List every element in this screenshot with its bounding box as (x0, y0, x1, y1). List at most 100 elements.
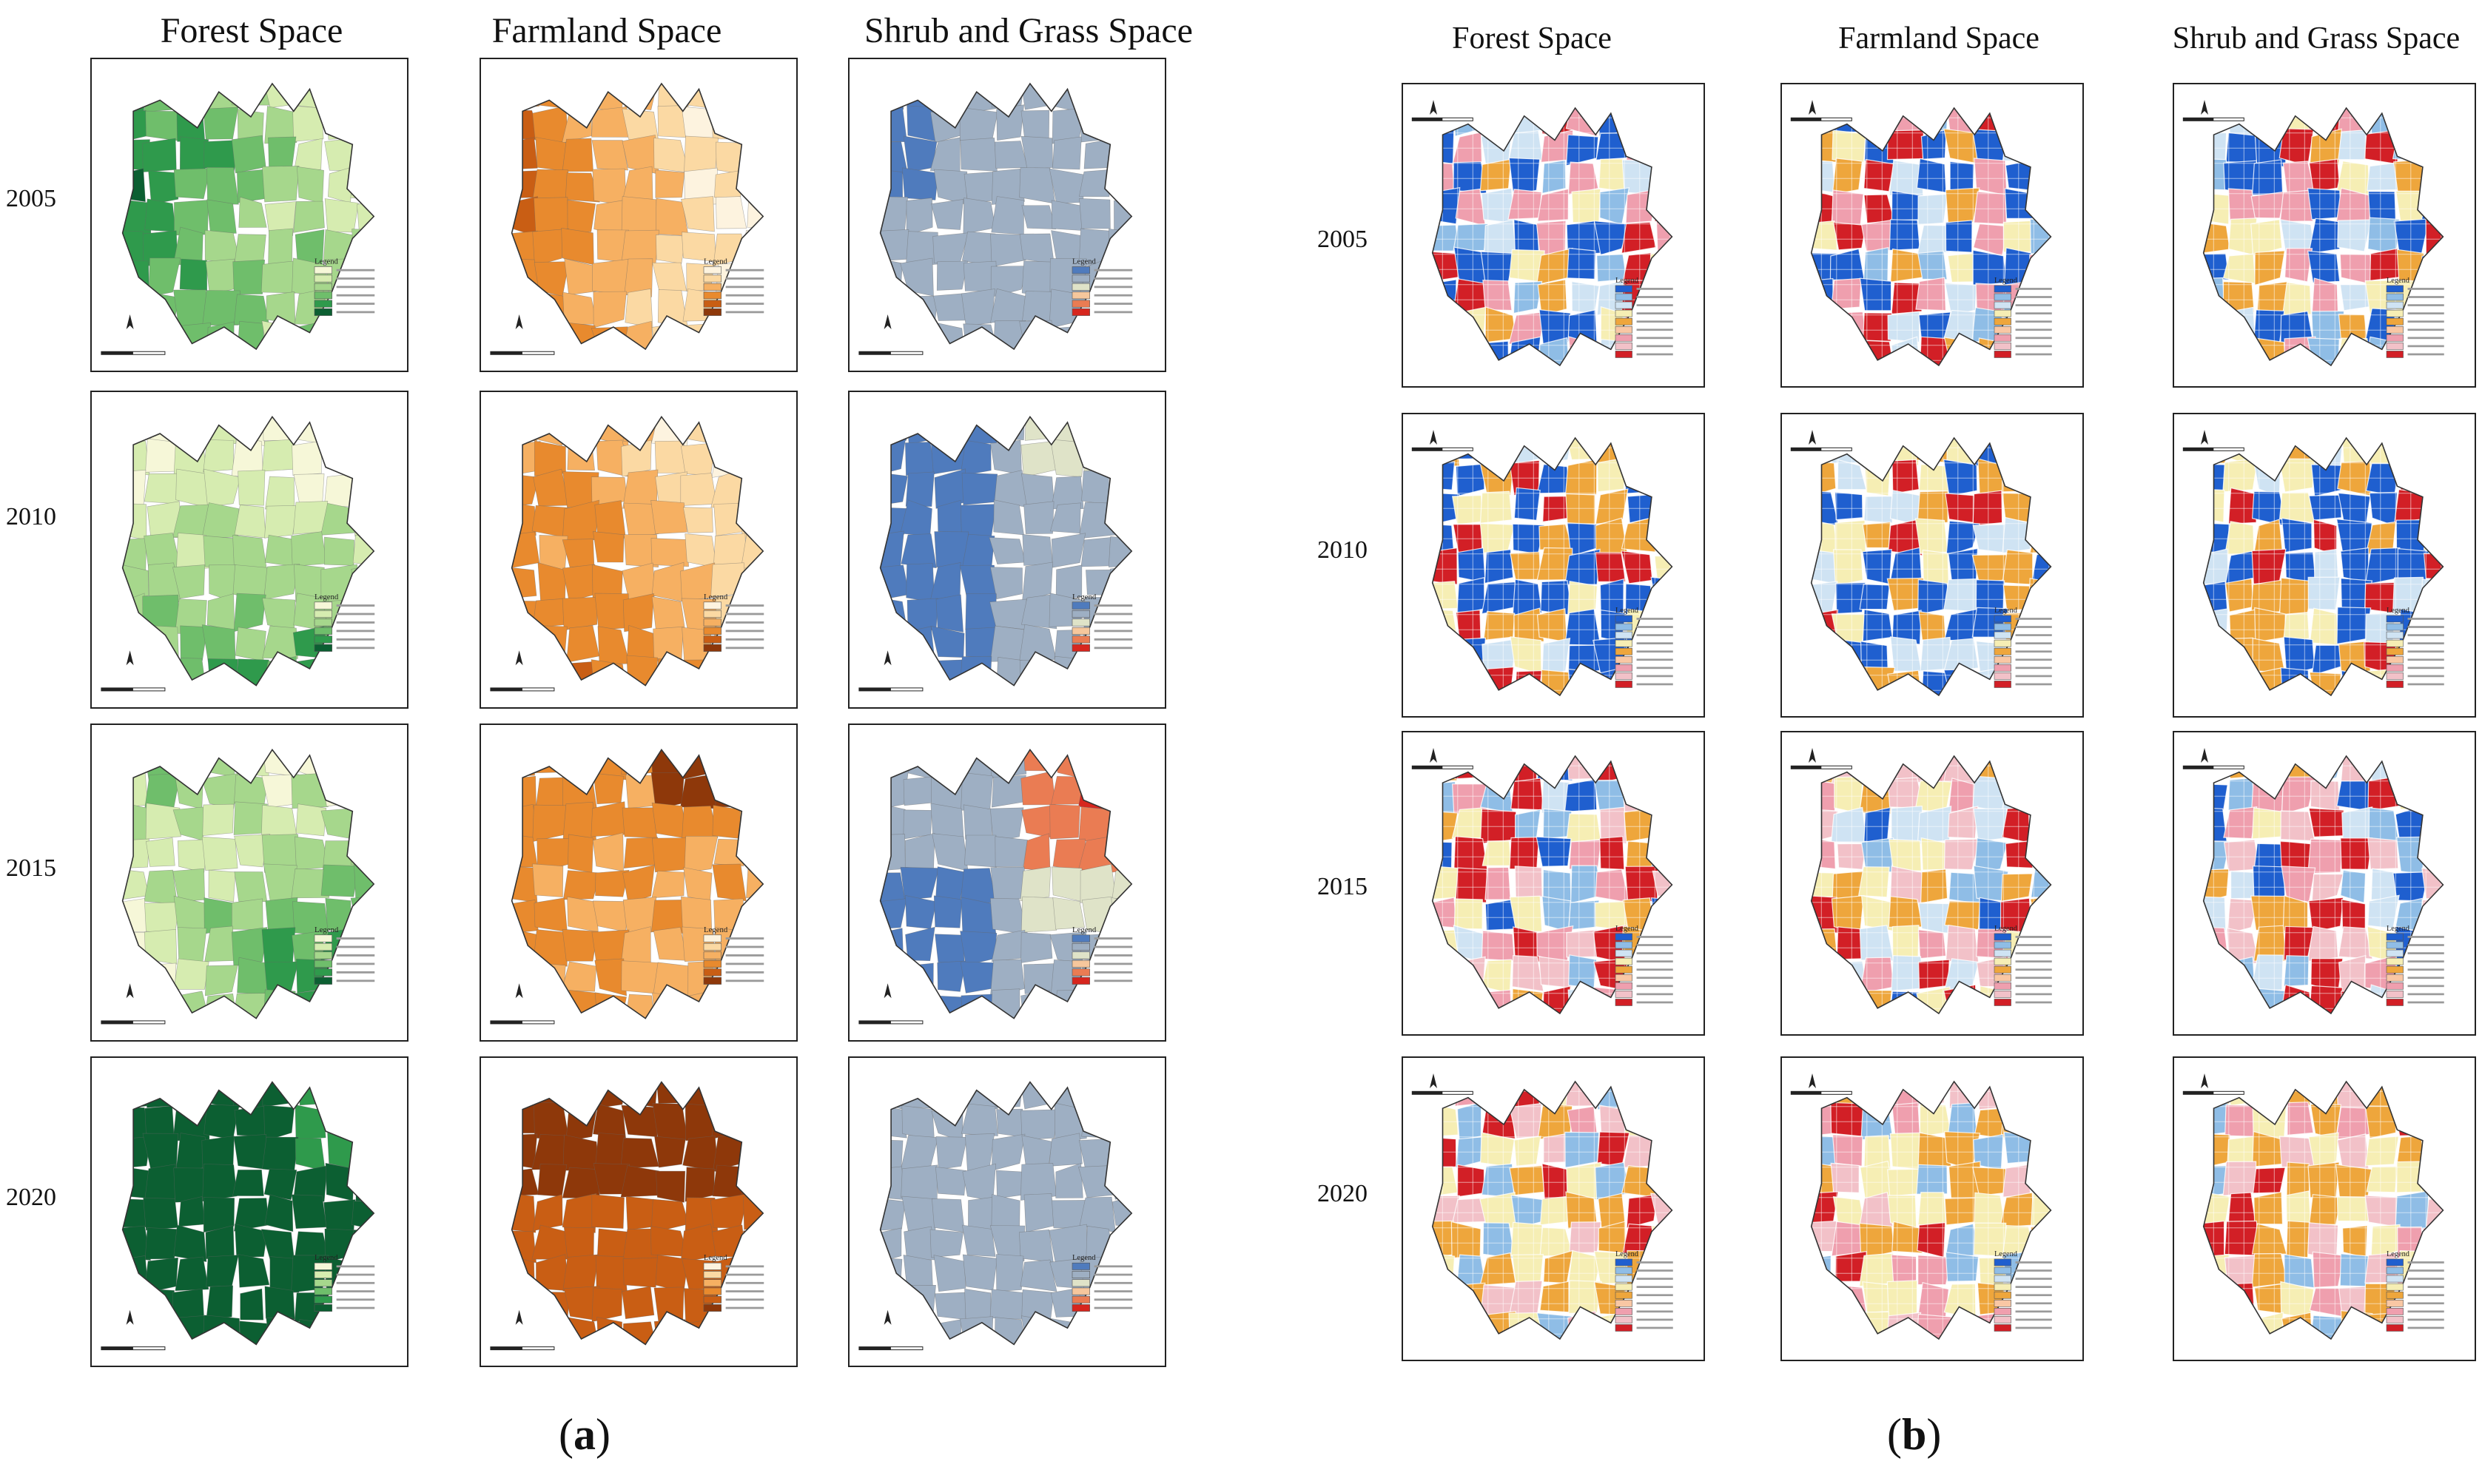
study-area-boundary (121, 82, 375, 351)
map-region (144, 1257, 179, 1294)
map-region (1479, 490, 1513, 524)
study-area-boundary (1431, 107, 1673, 367)
legend-label-placeholder (2015, 683, 2052, 686)
map-region (2341, 990, 2372, 1013)
map-region (1432, 957, 1458, 993)
legend-swatch (1615, 1267, 1632, 1275)
map-region (2030, 669, 2051, 695)
map-region (680, 749, 717, 780)
map-region (880, 530, 904, 570)
study-area-boundary (1431, 436, 1673, 697)
map-region (653, 626, 684, 664)
legend-label-placeholder (1636, 1326, 1673, 1329)
map-region (745, 469, 764, 501)
map-region (1081, 469, 1110, 506)
legend-label-placeholder (2015, 1001, 2052, 1004)
panel-a-year-2015: 2015 (6, 854, 56, 882)
map-region (1859, 925, 1894, 962)
legend-swatch (1072, 635, 1090, 644)
map-region (1565, 493, 1596, 525)
map-region (323, 536, 354, 566)
map-region (356, 416, 374, 445)
legend-label-placeholder (2015, 328, 2052, 331)
map-region (511, 866, 538, 903)
map-region (1020, 1259, 1057, 1292)
map-legend-title: Legend (315, 1254, 338, 1262)
map-region (2203, 1310, 2231, 1339)
north-arrow-icon (126, 650, 134, 666)
map-region (354, 84, 374, 112)
map-region (2033, 161, 2051, 195)
map-region (1811, 638, 1835, 675)
study-area-boundary (511, 82, 764, 351)
legend-label-placeholder (2407, 1269, 2444, 1272)
scale-bar-icon (858, 351, 924, 355)
map-region (653, 1286, 685, 1323)
map-region (1021, 205, 1057, 230)
legend-label-placeholder (1636, 1310, 1673, 1313)
map-region (904, 442, 936, 476)
legend-label-placeholder (336, 1273, 375, 1276)
legend-label-placeholder (2407, 658, 2444, 661)
legend-label-placeholder (336, 647, 375, 650)
map-legend-title: Legend (315, 925, 339, 934)
map-region (1053, 989, 1083, 1019)
map-region (202, 416, 238, 445)
legend-swatch (314, 942, 332, 951)
legend-swatch (1072, 959, 1090, 968)
legend-label-placeholder (725, 613, 764, 615)
legend-swatch (1994, 1324, 2011, 1332)
map-region (295, 1104, 326, 1140)
panel-b-year-2020: 2020 (1317, 1180, 1368, 1207)
map-region (1082, 440, 1117, 476)
legend-swatch (1615, 933, 1632, 941)
map-region (2224, 578, 2254, 613)
map-region (2278, 458, 2315, 493)
legend-label-placeholder (1094, 638, 1133, 641)
map-region (122, 416, 151, 442)
map-region (740, 628, 764, 664)
legend-swatch (1994, 351, 2011, 358)
north-arrow-icon (2201, 429, 2208, 445)
map-region (1479, 756, 1510, 785)
map-region (880, 1082, 906, 1110)
legend-swatch (1615, 999, 1632, 1006)
study-area-boundary (1810, 107, 2052, 367)
map-region (622, 1257, 659, 1288)
legend-label-placeholder (2407, 1261, 2444, 1264)
map-region (995, 836, 1028, 868)
map-region (1507, 130, 1544, 162)
map-region (203, 1197, 235, 1233)
map-region (2421, 775, 2444, 813)
map-region (2281, 1312, 2313, 1339)
legend-label-placeholder (336, 277, 375, 280)
legend-swatch (703, 1271, 722, 1278)
map-region (2284, 247, 2313, 283)
map-region (353, 1228, 374, 1264)
map-region (566, 625, 600, 663)
map-region (122, 538, 147, 572)
legend-swatch (1072, 610, 1090, 618)
map-region (511, 137, 538, 170)
study-area-boundary (879, 416, 1133, 687)
legend-swatch (1615, 351, 1632, 358)
legend-swatch (703, 274, 722, 283)
legend-label-placeholder (1636, 960, 1673, 963)
legend-swatch (1615, 647, 1632, 655)
study-area-boundary (121, 749, 375, 1019)
map-region (1943, 638, 1980, 673)
legend-swatch (2386, 343, 2404, 350)
legend-label-placeholder (2407, 1302, 2444, 1305)
study-area-boundary (2202, 107, 2444, 367)
map-region (537, 662, 565, 686)
legend-swatch (1072, 1279, 1090, 1287)
map-region (1811, 1220, 1838, 1252)
map-region (960, 931, 998, 966)
map-region (2253, 1191, 2284, 1225)
legend-label-placeholder (1094, 621, 1133, 624)
map-region (2395, 438, 2429, 464)
map-legend-title: Legend (1072, 925, 1097, 934)
map-b-forest-2005: Legend (1402, 83, 1705, 388)
map-region (593, 291, 627, 328)
map-region (2421, 108, 2444, 137)
